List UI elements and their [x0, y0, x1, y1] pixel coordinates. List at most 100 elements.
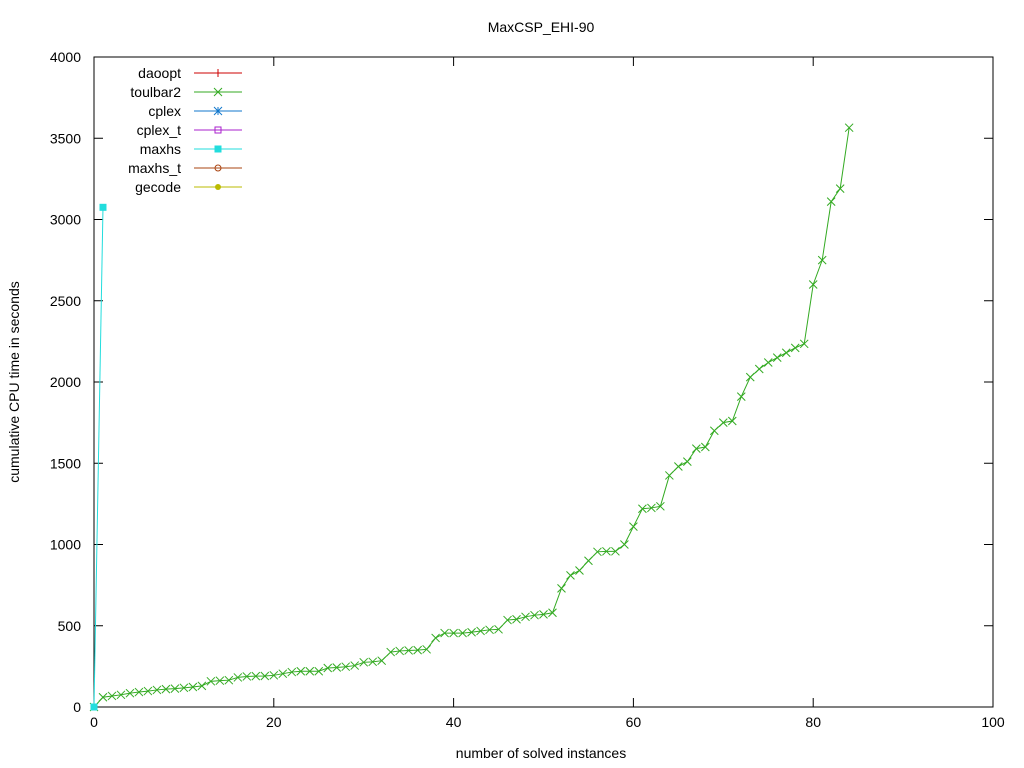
x-tick-label: 60 — [626, 714, 642, 730]
data-point — [736, 392, 746, 401]
data-point — [116, 690, 126, 700]
data-point — [197, 681, 207, 691]
data-point — [368, 657, 378, 667]
data-point — [808, 280, 818, 289]
legend-item: cplex — [148, 103, 242, 119]
data-point — [602, 546, 611, 556]
data-point — [170, 684, 180, 693]
data-point — [745, 372, 755, 382]
legend-label: cplex — [148, 103, 181, 119]
data-point — [404, 646, 414, 655]
data-point — [656, 501, 665, 511]
y-tick-label: 4000 — [50, 49, 81, 65]
data-point — [90, 703, 98, 711]
legend-marker — [214, 145, 222, 153]
legend-label: cplex_t — [137, 122, 181, 138]
data-point — [359, 657, 369, 667]
data-point — [512, 614, 521, 624]
x-tick-label: 100 — [981, 714, 1005, 730]
data-point — [826, 197, 836, 206]
data-point — [440, 628, 449, 638]
data-point — [296, 666, 306, 676]
data-point — [629, 522, 638, 531]
y-tick-label: 3500 — [50, 130, 81, 146]
y-tick-label: 2500 — [50, 293, 81, 309]
data-point — [763, 358, 773, 367]
y-tick-label: 3000 — [50, 212, 81, 228]
x-tick-label: 0 — [90, 714, 98, 730]
data-point — [323, 663, 333, 673]
data-point — [386, 647, 396, 657]
data-point — [215, 676, 225, 686]
data-point — [413, 645, 422, 655]
data-point — [709, 426, 719, 436]
data-point — [251, 671, 261, 681]
y-tick-label: 0 — [73, 699, 81, 715]
legend-item: maxhs_t — [128, 160, 242, 176]
data-point — [665, 471, 674, 480]
data-point — [790, 343, 800, 353]
data-point — [835, 184, 845, 193]
data-point — [377, 656, 387, 666]
data-point — [449, 628, 458, 638]
data-point — [548, 608, 557, 618]
data-point — [350, 661, 360, 670]
plot-area-frame — [93, 56, 994, 708]
data-point — [476, 626, 485, 636]
data-point — [332, 663, 342, 672]
data-point — [278, 669, 288, 679]
legend-label: toulbar2 — [130, 84, 181, 100]
y-tick-label: 500 — [58, 618, 82, 634]
data-point — [503, 615, 512, 625]
data-point — [638, 504, 647, 514]
legend-marker — [215, 184, 221, 190]
data-point — [233, 673, 243, 682]
data-point — [521, 612, 530, 622]
data-point — [269, 670, 279, 680]
data-point — [647, 503, 656, 513]
data-point — [242, 672, 252, 681]
legend-marker — [214, 69, 222, 77]
y-tick-label: 1000 — [50, 537, 81, 553]
data-point — [799, 339, 809, 349]
data-point — [718, 418, 728, 427]
data-point — [485, 625, 494, 635]
y-tick-label: 2000 — [50, 374, 81, 390]
data-point — [539, 610, 548, 619]
data-point — [107, 691, 117, 701]
data-point — [98, 692, 108, 702]
data-point — [179, 683, 189, 693]
y-axis-label: cumulative CPU time in seconds — [6, 281, 22, 483]
legend-marker — [213, 106, 223, 116]
legend-marker — [214, 164, 222, 172]
data-point — [844, 123, 854, 133]
data-point — [620, 540, 629, 549]
data-point — [134, 687, 144, 697]
data-point — [611, 546, 620, 556]
data-point — [817, 255, 827, 265]
data-point — [152, 685, 162, 695]
data-point — [781, 348, 791, 358]
chart-title: MaxCSP_EHI-90 — [488, 19, 595, 35]
data-point — [530, 610, 539, 620]
data-point — [305, 666, 315, 676]
data-point — [422, 644, 431, 654]
x-tick-label: 40 — [446, 714, 462, 730]
legend-item: daoopt — [138, 65, 242, 81]
data-point — [287, 667, 297, 677]
data-point — [143, 686, 153, 696]
legend-label: maxhs_t — [128, 160, 181, 176]
data-point — [341, 662, 351, 672]
legend-marker — [213, 87, 223, 97]
data-point — [575, 566, 584, 575]
data-point — [700, 442, 710, 452]
legend-label: gecode — [135, 179, 181, 195]
legend-label: daoopt — [138, 65, 181, 81]
legend-item: maxhs — [140, 141, 242, 157]
legend-item: gecode — [135, 179, 242, 195]
data-point — [314, 666, 324, 676]
legend-label: maxhs — [140, 141, 181, 157]
series-maxhs — [90, 203, 107, 711]
data-point — [161, 684, 171, 694]
